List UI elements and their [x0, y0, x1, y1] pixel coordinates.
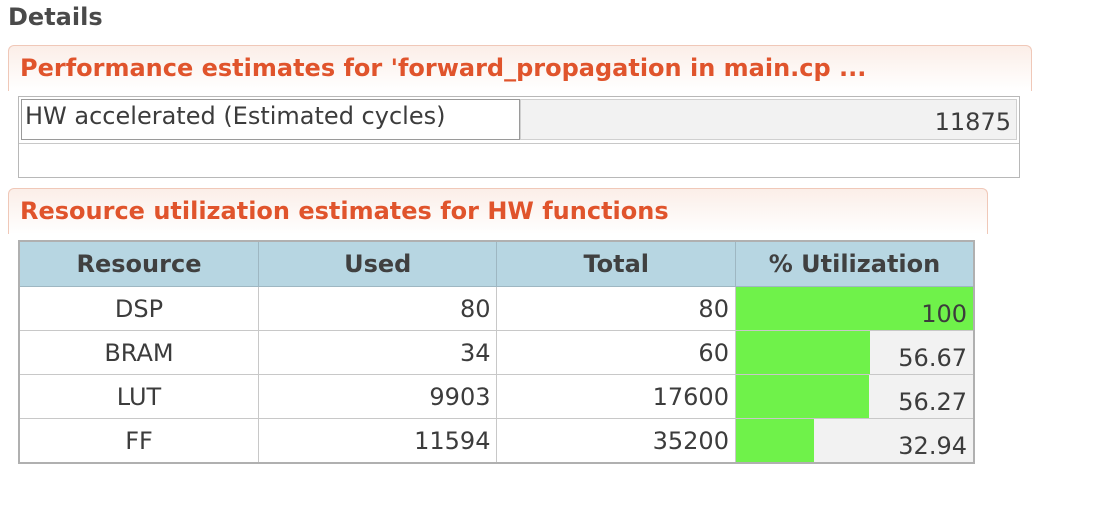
- resource-section-title: Resource utilization estimates for HW fu…: [20, 197, 669, 225]
- table-row[interactable]: FF 11594 35200 32.94: [18, 418, 975, 464]
- resource-name: BRAM: [18, 330, 259, 375]
- column-header-utilization[interactable]: % Utilization: [734, 240, 975, 287]
- utilization-cell: 56.67: [734, 330, 975, 375]
- resource-total: 60: [496, 330, 736, 375]
- resource-used: 80: [257, 286, 498, 331]
- utilization-value: 56.27: [898, 388, 967, 416]
- resource-total: 35200: [496, 418, 736, 464]
- utilization-bar: [735, 419, 815, 462]
- resource-name: DSP: [18, 286, 259, 331]
- utilization-bar: [735, 287, 973, 330]
- table-row[interactable]: DSP 80 80 100: [18, 286, 975, 331]
- table-header-row: Resource Used Total % Utilization: [18, 240, 975, 287]
- resource-total: 17600: [496, 374, 736, 419]
- utilization-value: 56.67: [898, 344, 967, 372]
- performance-row-label: HW accelerated (Estimated cycles): [21, 99, 520, 140]
- performance-row[interactable]: HW accelerated (Estimated cycles) 11875: [19, 97, 1019, 144]
- performance-row-value: 11875: [520, 99, 1017, 140]
- utilization-cell: 32.94: [734, 418, 975, 464]
- resource-name: FF: [18, 418, 259, 464]
- resource-total: 80: [496, 286, 736, 331]
- table-row[interactable]: BRAM 34 60 56.67: [18, 330, 975, 375]
- performance-section-title: Performance estimates for 'forward_propa…: [20, 54, 867, 82]
- column-header-used[interactable]: Used: [257, 240, 498, 287]
- resource-section-header[interactable]: Resource utilization estimates for HW fu…: [8, 188, 988, 234]
- resource-utilization-table: Resource Used Total % Utilization DSP 80…: [18, 240, 975, 464]
- performance-table: HW accelerated (Estimated cycles) 11875: [18, 96, 1020, 178]
- utilization-bar: [735, 375, 870, 418]
- resource-used: 11594: [257, 418, 498, 464]
- utilization-cell: 100: [734, 286, 975, 331]
- resource-used: 9903: [257, 374, 498, 419]
- resource-used: 34: [257, 330, 498, 375]
- column-header-total[interactable]: Total: [496, 240, 736, 287]
- utilization-bar: [735, 331, 871, 374]
- details-title: Details: [8, 3, 103, 31]
- table-row[interactable]: LUT 9903 17600 56.27: [18, 374, 975, 419]
- utilization-cell: 56.27: [734, 374, 975, 419]
- utilization-value: 100: [921, 300, 967, 328]
- performance-section-header[interactable]: Performance estimates for 'forward_propa…: [8, 45, 1032, 91]
- resource-name: LUT: [18, 374, 259, 419]
- column-header-resource[interactable]: Resource: [18, 240, 259, 287]
- utilization-value: 32.94: [898, 432, 967, 460]
